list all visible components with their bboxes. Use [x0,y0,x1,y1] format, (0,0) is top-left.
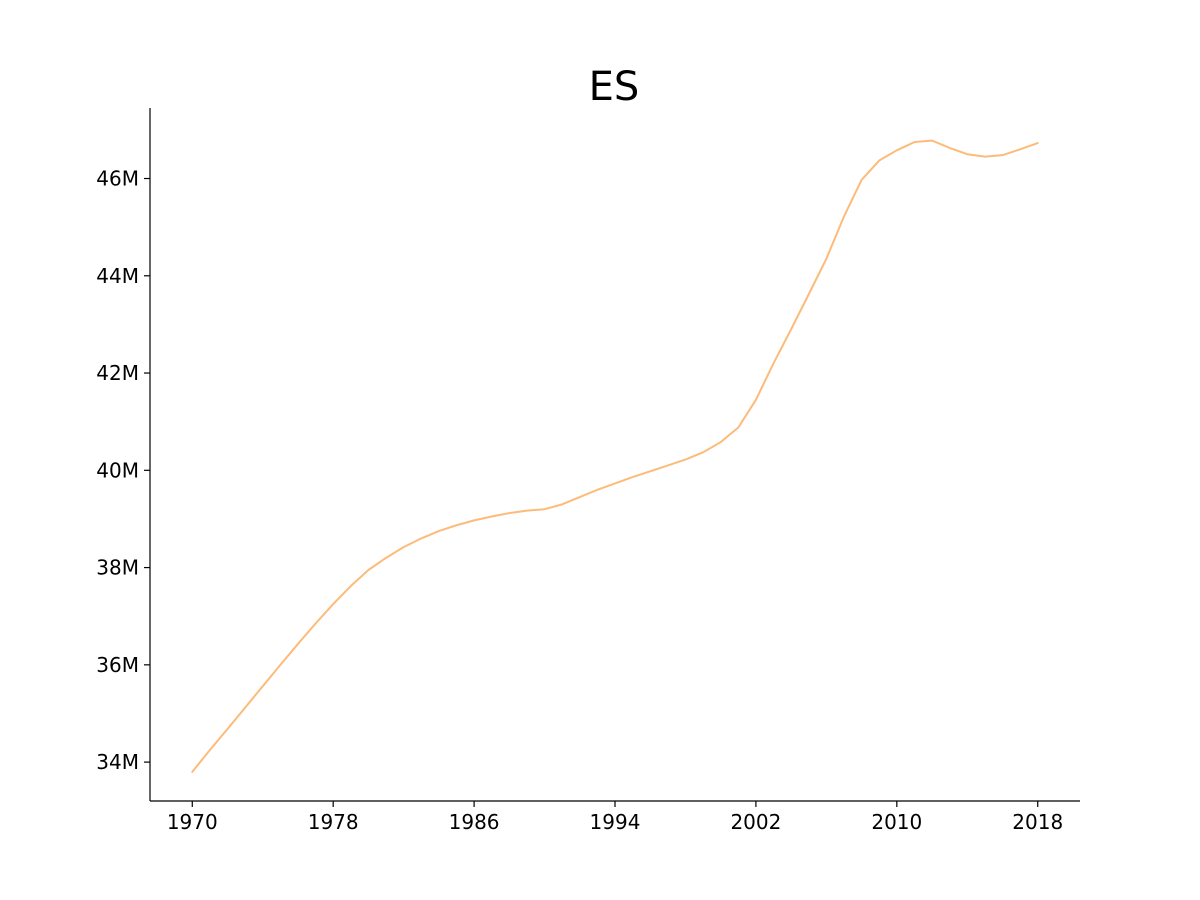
y-tick-label: 44M [96,264,139,288]
x-tick-label: 1986 [449,810,500,834]
chart-title: ES [589,64,640,110]
y-tick-label: 36M [96,653,139,677]
x-tick-label: 1994 [590,810,641,834]
y-tick-label: 38M [96,556,139,580]
y-tick-label: 46M [96,167,139,191]
x-tick-label: 2002 [730,810,781,834]
series-line-es [191,139,1039,773]
y-tick-label: 42M [96,361,139,385]
x-tick-label: 2010 [871,810,922,834]
y-tick-label: 34M [96,750,139,774]
axes [149,108,1080,802]
x-tick-label: 1970 [167,810,218,834]
y-axis-ticks: 34M 36M 38M 40M 42M 44M 46M [96,167,150,774]
series-group [191,139,1039,773]
x-tick-label: 1978 [308,810,359,834]
x-axis-ticks: 1970 1978 1986 1994 2002 2010 2018 [167,801,1063,834]
x-tick-label: 2018 [1012,810,1063,834]
y-tick-label: 40M [96,458,139,482]
